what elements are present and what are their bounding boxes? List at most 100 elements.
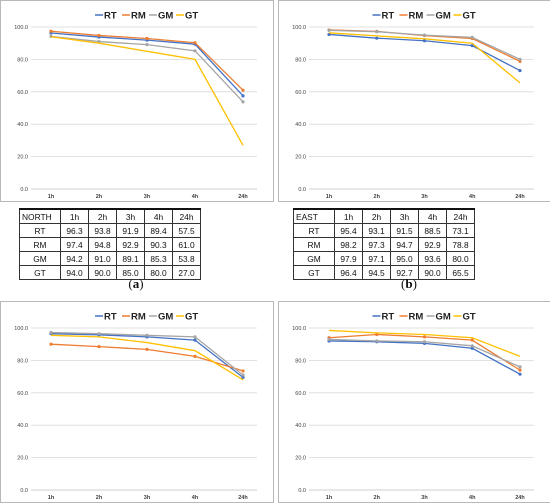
legend-label-rm: RM bbox=[131, 312, 146, 323]
data-point-gm bbox=[470, 344, 474, 348]
table-cell: 97.9 bbox=[334, 251, 363, 266]
table-cell: 89.1 bbox=[116, 251, 145, 266]
y-tick-label: 20.0 bbox=[17, 155, 28, 161]
data-point-gm bbox=[241, 373, 245, 377]
y-tick-label: 0.0 bbox=[298, 187, 306, 193]
data-point-rt bbox=[470, 346, 474, 350]
table-cell: 92.9 bbox=[418, 237, 447, 252]
table-cell: 85.3 bbox=[144, 251, 173, 266]
series-line-rt bbox=[328, 340, 521, 375]
table-row-label: RT bbox=[19, 223, 61, 238]
legend-label-gt: GT bbox=[463, 312, 476, 323]
table-cell: 94.7 bbox=[390, 237, 419, 252]
table-cell: 89.4 bbox=[144, 223, 173, 238]
data-point-gm bbox=[145, 43, 149, 47]
table-cell: 27.0 bbox=[172, 265, 201, 280]
x-tick-label: 2h bbox=[96, 194, 103, 200]
legend-label-gm: GM bbox=[436, 312, 451, 323]
table-cell: 92.9 bbox=[116, 237, 145, 252]
data-point-gm bbox=[49, 330, 53, 335]
data-point-rm bbox=[49, 342, 53, 346]
caption-letter: b bbox=[405, 276, 413, 291]
x-tick-label: 24h bbox=[515, 194, 525, 200]
y-tick-label: 0.0 bbox=[20, 187, 28, 193]
legend-label-gm: GM bbox=[436, 11, 451, 22]
table-row: GM 97.9 97.1 95.0 93.6 80.0 bbox=[293, 251, 475, 266]
table-row: RM 98.2 97.3 94.7 92.9 78.8 bbox=[293, 237, 475, 252]
table-header-cell: 1h bbox=[60, 208, 89, 224]
x-tick-label: 1h bbox=[326, 194, 333, 200]
table-cell: 53.8 bbox=[172, 251, 201, 266]
x-tick-label: 2h bbox=[96, 495, 103, 501]
y-tick-label: 20.0 bbox=[295, 456, 306, 462]
line-chart-b: RT RM GM GT 0.0 20.0 40.0 60.0 80.0 100.0 1h 2h 3h 4h… bbox=[292, 11, 534, 200]
data-point-rt bbox=[518, 68, 522, 73]
table-row-label: RM bbox=[293, 237, 335, 252]
series-line-rt bbox=[50, 32, 244, 97]
data-point-rt bbox=[327, 32, 331, 37]
y-tick-label: 60.0 bbox=[17, 391, 28, 397]
table-cell: 97.4 bbox=[60, 237, 89, 252]
table-row-label: RM bbox=[19, 237, 61, 252]
data-point-rt bbox=[518, 372, 522, 376]
table-region-cell: NORTH bbox=[19, 208, 61, 224]
data-point-gm bbox=[375, 339, 379, 343]
table-cell: 78.8 bbox=[446, 237, 475, 252]
x-tick-label: 4h bbox=[192, 495, 199, 501]
table-cell: 97.3 bbox=[362, 237, 391, 252]
legend-label-rt: RT bbox=[382, 11, 395, 22]
table-cell: 95.4 bbox=[334, 223, 363, 238]
table-header-row: NORTH 1h 2h 3h 4h 24h bbox=[19, 208, 201, 224]
table-header-cell: 2h bbox=[88, 208, 117, 224]
table-cell: 96.3 bbox=[60, 223, 89, 238]
x-tick-label: 4h bbox=[469, 194, 476, 200]
table-cell: 94.2 bbox=[60, 251, 89, 266]
data-point-gm bbox=[518, 365, 522, 369]
y-tick-label: 0.0 bbox=[20, 488, 28, 494]
y-tick-label: 100.0 bbox=[292, 326, 306, 332]
y-tick-label: 100.0 bbox=[14, 25, 28, 31]
table-row-label: RT bbox=[293, 223, 335, 238]
table-region-cell: EAST bbox=[293, 208, 335, 224]
y-tick-label: 60.0 bbox=[295, 391, 306, 397]
data-point-rt bbox=[241, 375, 245, 380]
data-point-rm bbox=[49, 29, 53, 33]
table-header-cell: 3h bbox=[390, 208, 419, 224]
data-point-rm bbox=[241, 369, 245, 373]
data-point-gm bbox=[470, 35, 474, 39]
table-cell: 61.0 bbox=[172, 237, 201, 252]
table-row: GT 94.0 90.0 85.0 80.0 27.0 bbox=[19, 265, 201, 280]
y-tick-label: 100.0 bbox=[292, 25, 306, 31]
table-row: RT 96.3 93.8 91.9 89.4 57.5 bbox=[19, 223, 201, 238]
table-header-row: EAST 1h 2h 3h 4h 24h bbox=[293, 208, 475, 224]
x-tick-label: 1h bbox=[48, 495, 55, 501]
table-header-cell: 4h bbox=[144, 208, 173, 224]
table-cell: 98.2 bbox=[334, 237, 363, 252]
data-point-rt bbox=[193, 338, 197, 342]
table-cell: 90.3 bbox=[144, 237, 173, 252]
table-cell: 65.5 bbox=[446, 265, 475, 280]
data-point-gm bbox=[193, 335, 197, 339]
table-header-cell: 3h bbox=[116, 208, 145, 224]
table-cell: 91.5 bbox=[390, 223, 419, 238]
table-row: GT 96.4 94.5 92.7 90.0 65.5 bbox=[293, 265, 475, 280]
y-tick-label: 40.0 bbox=[17, 423, 28, 429]
line-chart-c: RT RM GM GT 0.0 20.0 40.0 60.0 80.0 100.0 1h 2h 3h 4h… bbox=[14, 312, 257, 501]
x-tick-label: 24h bbox=[238, 495, 248, 501]
y-tick-label: 20.0 bbox=[295, 155, 306, 161]
table-cell: 95.0 bbox=[390, 251, 419, 266]
y-tick-label: 20.0 bbox=[17, 456, 28, 462]
data-point-rm bbox=[422, 335, 427, 339]
data-point-rt bbox=[422, 39, 427, 43]
data-point-gm bbox=[327, 28, 331, 33]
line-chart-d: RT RM GM GT 0.0 20.0 40.0 60.0 80.0 100.0 1h 2h 3h 4h… bbox=[292, 312, 534, 501]
data-point-gm bbox=[518, 57, 522, 62]
data-point-gm bbox=[241, 100, 245, 104]
series-line-rt bbox=[50, 333, 244, 378]
table-cell: 94.0 bbox=[60, 265, 89, 280]
x-tick-label: 24h bbox=[238, 194, 248, 200]
x-tick-label: 1h bbox=[326, 495, 333, 501]
table-cell: 73.1 bbox=[446, 223, 475, 238]
data-point-rt bbox=[470, 44, 474, 48]
data-point-rm bbox=[193, 41, 197, 45]
